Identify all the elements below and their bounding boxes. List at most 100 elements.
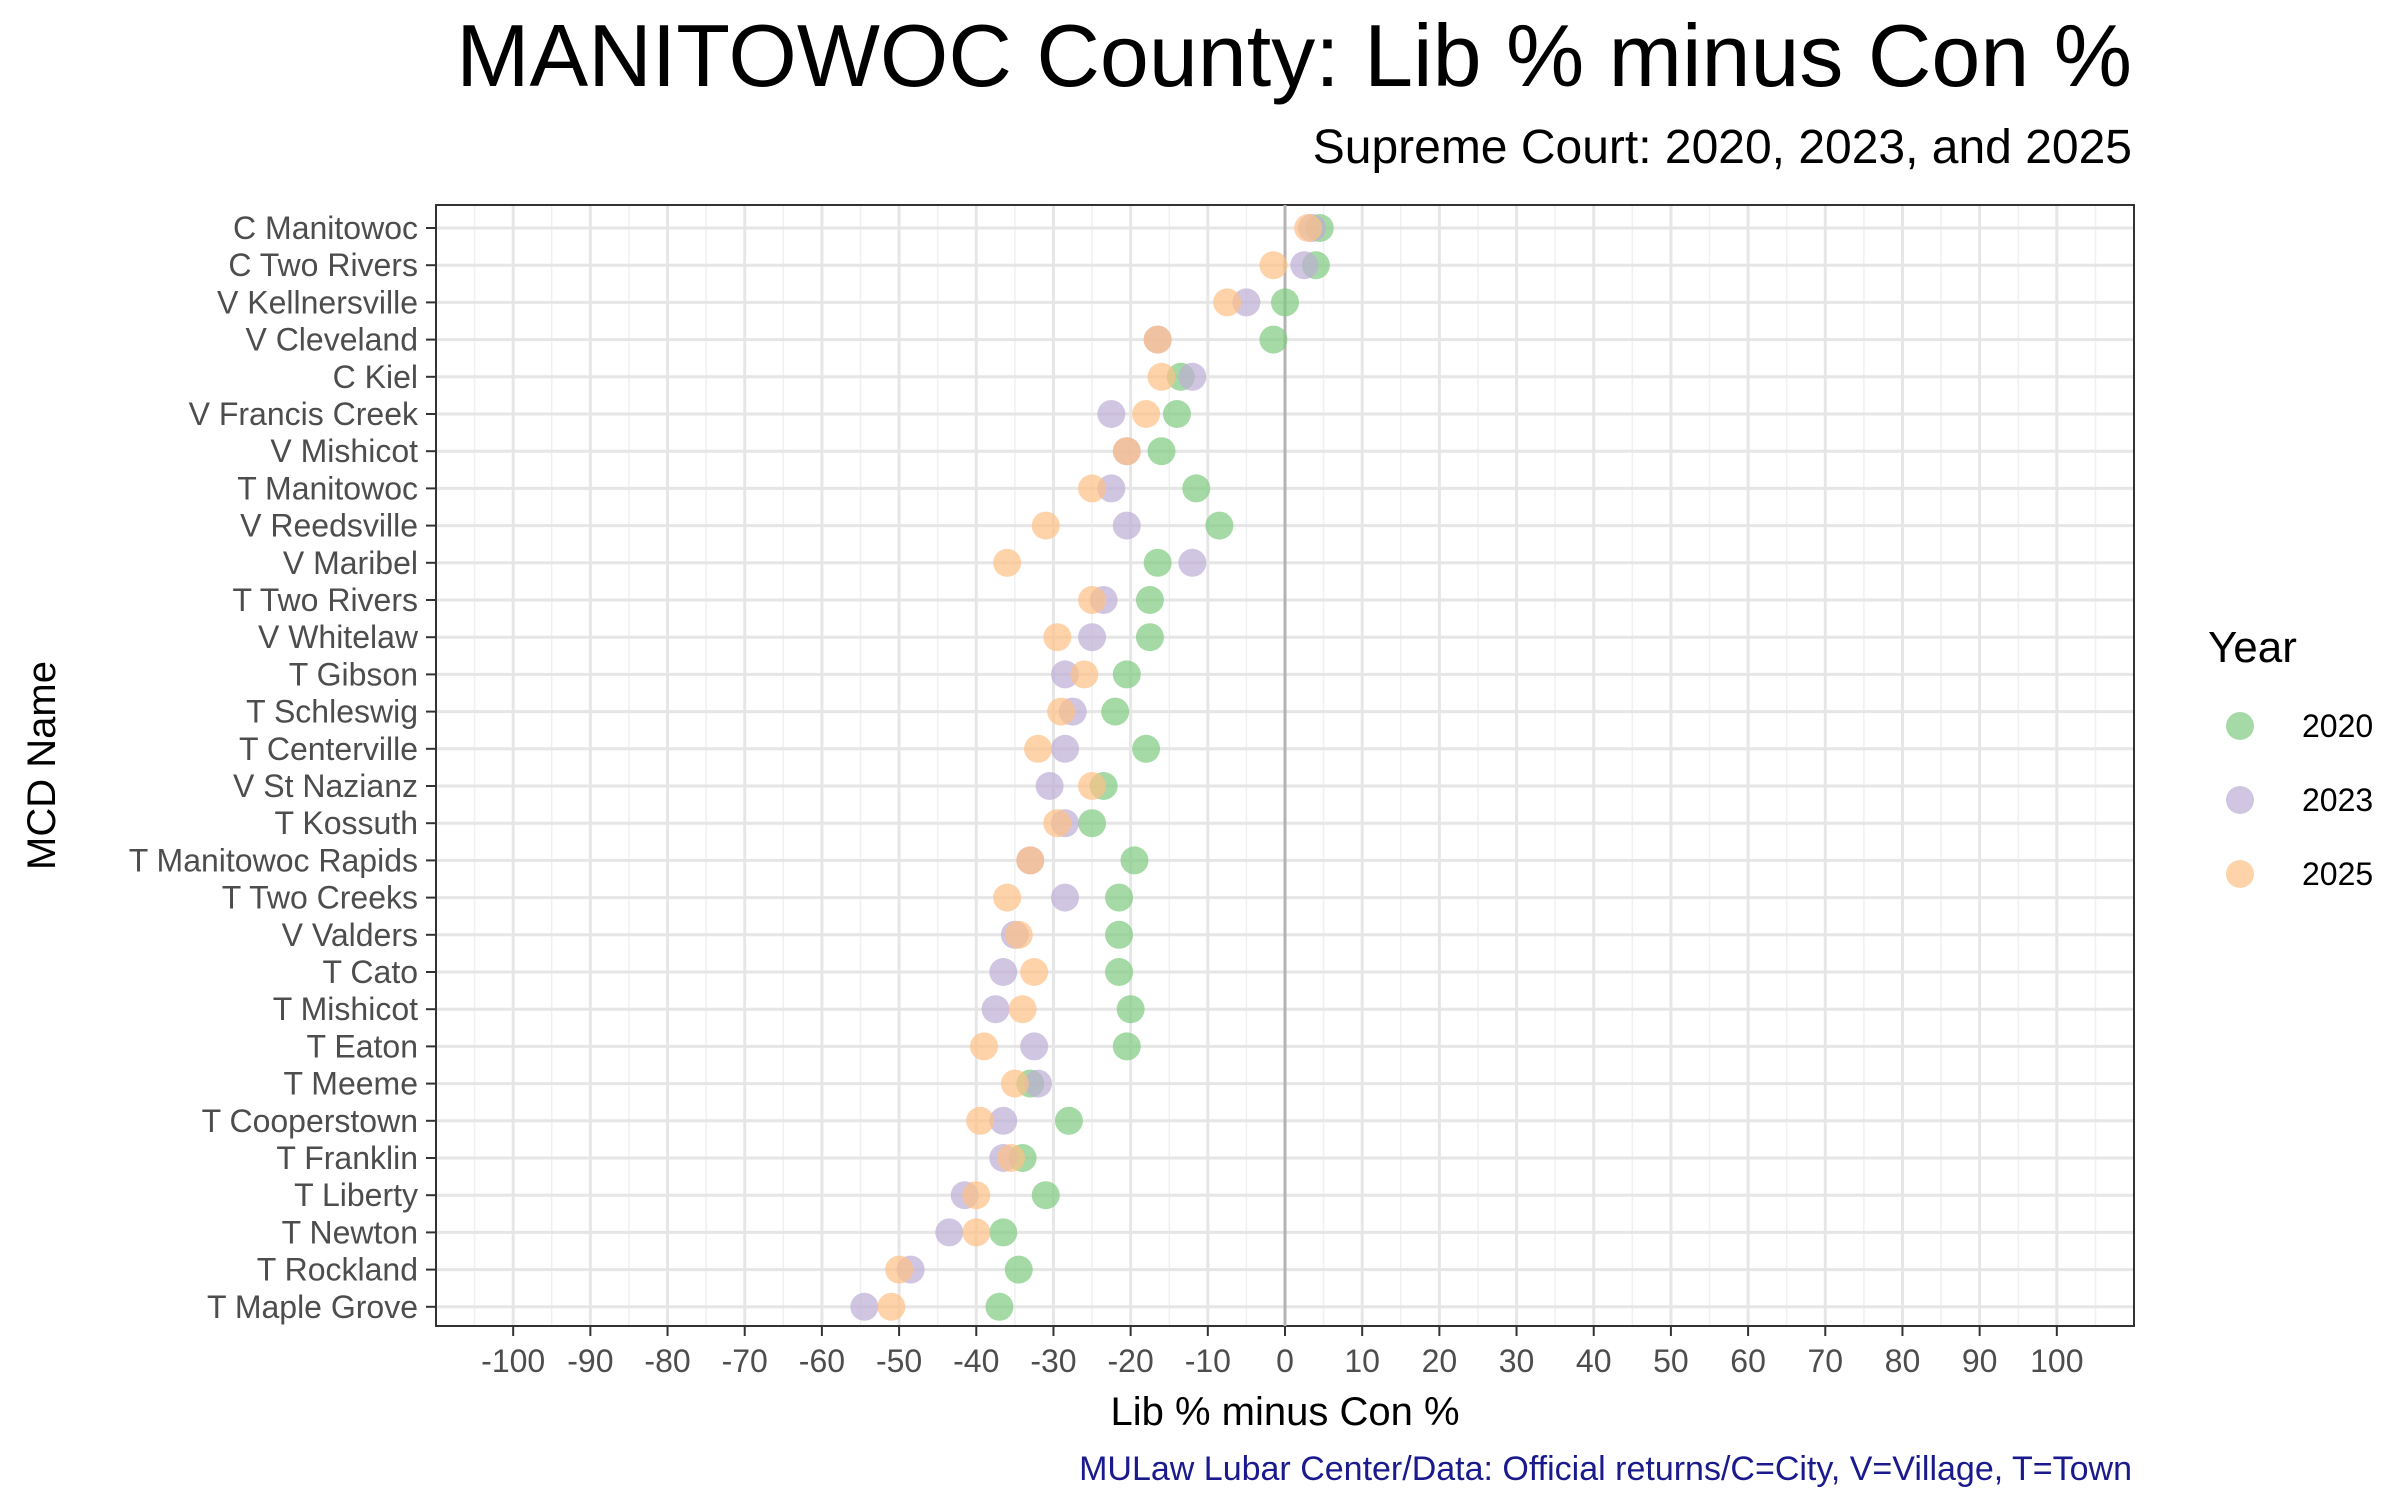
point-2020 (1132, 734, 1161, 763)
y-tick-label: T Two Rivers (232, 582, 418, 618)
point-2025 (966, 1106, 995, 1135)
point-2020 (1004, 1255, 1033, 1284)
y-tick-label: T Manitowoc (237, 470, 418, 506)
y-tick-label: C Two Rivers (228, 247, 418, 283)
point-2020 (1182, 474, 1211, 503)
y-tick-label: V Valders (282, 917, 418, 953)
point-2023 (1078, 623, 1107, 652)
x-tick-label: 40 (1576, 1343, 1612, 1379)
point-2020 (1054, 1106, 1083, 1135)
point-2025 (993, 548, 1022, 577)
point-2023 (1051, 734, 1080, 763)
point-2025 (1213, 288, 1242, 317)
y-tick-label: T Maple Grove (207, 1289, 418, 1325)
x-tick-label: 10 (1344, 1343, 1380, 1379)
source-caption: MULaw Lubar Center/Data: Official return… (1079, 1450, 2132, 1488)
point-2023 (1035, 772, 1064, 800)
y-axis-title: MCD Name (20, 661, 64, 870)
point-2020 (1135, 586, 1164, 614)
point-2020 (1105, 883, 1134, 912)
point-2025 (1112, 437, 1141, 466)
point-2023 (1051, 660, 1080, 689)
y-tick-label: T Two Creeks (222, 880, 418, 916)
point-2023 (935, 1218, 964, 1247)
y-tick-label: V Francis Creek (189, 396, 419, 432)
y-tick-label: T Manitowoc Rapids (129, 842, 418, 878)
point-2025 (1294, 214, 1323, 242)
y-tick-label: T Cato (323, 954, 418, 990)
legend-label: 2023 (2302, 782, 2373, 818)
y-tick-label: T Cooperstown (202, 1103, 418, 1139)
point-2025 (877, 1292, 906, 1321)
x-tick-label: -100 (481, 1343, 545, 1379)
point-2025 (1078, 474, 1107, 503)
y-tick-label: T Kossuth (275, 805, 418, 841)
point-2025 (1000, 1069, 1029, 1098)
point-2023 (1024, 1069, 1053, 1098)
x-tick-label: 70 (1807, 1343, 1843, 1379)
x-tick-label: -20 (1108, 1343, 1154, 1379)
y-tick-label: T Newton (282, 1214, 418, 1250)
data-points (850, 214, 1334, 1321)
x-tick-label: 100 (2030, 1343, 2083, 1379)
point-2023 (1020, 1032, 1049, 1061)
point-2023 (1178, 548, 1207, 577)
x-tick-label: 30 (1499, 1343, 1535, 1379)
point-2025 (1016, 846, 1045, 875)
y-tick-label: C Manitowoc (233, 210, 418, 246)
y-tick-label: T Mishicot (273, 991, 418, 1027)
x-tick-label: -30 (1030, 1343, 1076, 1379)
point-2025 (1070, 660, 1099, 689)
y-tick-label: V Cleveland (245, 322, 418, 358)
x-tick-label: -60 (799, 1343, 845, 1379)
legend: Year 2020 2023 2025 (2208, 623, 2373, 892)
chart-subtitle: Supreme Court: 2020, 2023, and 2025 (1312, 121, 2132, 174)
point-2020 (985, 1292, 1014, 1321)
point-2020 (1105, 958, 1134, 986)
point-2020 (1078, 809, 1107, 838)
point-2025 (1031, 511, 1060, 540)
point-2020 (1105, 920, 1134, 949)
point-2023 (1290, 251, 1319, 280)
point-2025 (1004, 920, 1033, 949)
point-2020 (1143, 548, 1172, 577)
point-2020 (1259, 325, 1288, 354)
point-2020 (1135, 623, 1164, 652)
x-tick-label: 80 (1885, 1343, 1921, 1379)
y-tick-label: V Maribel (283, 545, 418, 581)
x-tick-label: 0 (1276, 1343, 1294, 1379)
point-2025 (1143, 325, 1172, 354)
point-2025 (962, 1181, 991, 1210)
x-tick-label: 20 (1422, 1343, 1458, 1379)
point-2020 (1205, 511, 1234, 540)
point-2023 (1051, 883, 1080, 912)
point-2023 (1097, 400, 1126, 428)
point-2025 (997, 1144, 1026, 1172)
point-2025 (1078, 586, 1107, 614)
y-tick-label: V Reedsville (240, 508, 418, 544)
x-tick-label: -90 (567, 1343, 613, 1379)
x-tick-label: -70 (722, 1343, 768, 1379)
point-2025 (1024, 734, 1053, 763)
point-2020 (1116, 995, 1145, 1024)
point-2025 (1147, 362, 1176, 391)
x-tick-label: -50 (876, 1343, 922, 1379)
x-axis-labels: -100 -90 -80 -70 -60 -50 -40 -30 -20 -10 0 10 20 30 40… (481, 1326, 2084, 1379)
point-2020 (1112, 1032, 1141, 1061)
point-2025 (885, 1255, 914, 1284)
point-2023 (989, 958, 1018, 986)
point-2025 (962, 1218, 991, 1247)
legend-key-2020 (2226, 712, 2254, 740)
x-axis-title: Lib % minus Con % (1110, 1390, 1459, 1434)
legend-title: Year (2208, 623, 2297, 672)
y-tick-label: T Meeme (283, 1066, 418, 1102)
chart-title: MANITOWOC County: Lib % minus Con % (456, 6, 2132, 105)
point-2020 (1112, 660, 1141, 689)
x-tick-label: -40 (953, 1343, 999, 1379)
y-tick-label: T Liberty (294, 1177, 418, 1213)
point-2020 (1147, 437, 1176, 466)
point-2025 (1132, 400, 1161, 428)
legend-key-2025 (2226, 860, 2254, 888)
point-2025 (1020, 958, 1049, 986)
